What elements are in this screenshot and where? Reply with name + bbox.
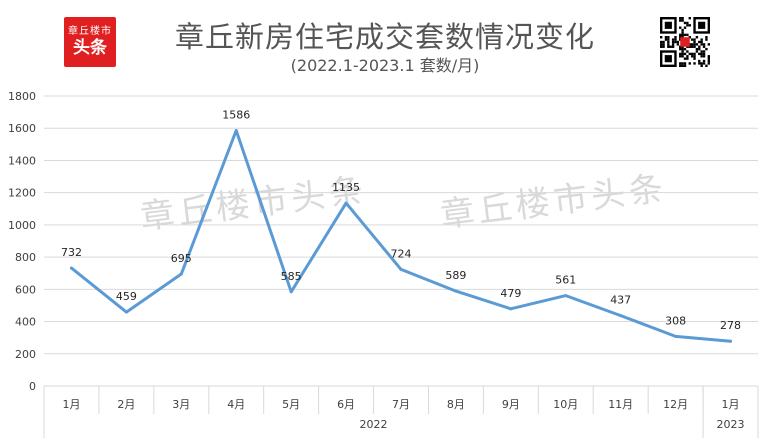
data-point <box>399 267 403 271</box>
data-label: 732 <box>61 246 82 259</box>
y-tick-label: 1000 <box>8 219 36 232</box>
x-tick-label: 2月 <box>117 398 135 411</box>
data-label: 724 <box>391 247 412 260</box>
x-tick-label: 4月 <box>227 398 245 411</box>
x-tick-label: 3月 <box>172 398 190 411</box>
x-tick-label: 5月 <box>282 398 300 411</box>
y-tick-label: 1200 <box>8 187 36 200</box>
logo-line2: 头条 <box>73 38 107 58</box>
x-tick-label: 9月 <box>502 398 520 411</box>
data-label: 278 <box>720 319 741 332</box>
y-tick-label: 1600 <box>8 122 36 135</box>
x-tick-label: 1月 <box>722 398 740 411</box>
data-label: 308 <box>665 314 686 327</box>
data-label: 1586 <box>222 108 250 121</box>
x-tick-label: 12月 <box>663 398 688 411</box>
qr-code-icon <box>660 17 710 67</box>
chart-subtitle: (2022.1-2023.1 套数/月) <box>290 56 480 75</box>
data-point <box>674 334 678 338</box>
data-point <box>454 289 458 293</box>
data-point <box>619 314 623 318</box>
y-tick-label: 1800 <box>8 90 36 103</box>
data-label: 561 <box>555 274 576 287</box>
data-label: 589 <box>445 269 466 282</box>
y-tick-label: 800 <box>15 251 36 264</box>
x-group-label: 2023 <box>717 418 745 431</box>
data-label: 695 <box>171 252 192 265</box>
data-point <box>124 310 128 314</box>
x-group-label: 2022 <box>360 418 388 431</box>
chart-title: 章丘新房住宅成交套数情况变化 <box>174 20 595 54</box>
x-tick-label: 11月 <box>608 398 633 411</box>
x-tick-label: 8月 <box>447 398 465 411</box>
data-label: 459 <box>116 290 137 303</box>
data-point <box>344 201 348 205</box>
data-point <box>179 272 183 276</box>
data-label: 1135 <box>332 181 360 194</box>
data-label: 479 <box>500 287 521 300</box>
series-line <box>70 129 732 343</box>
x-tick-label: 7月 <box>392 398 410 411</box>
data-label: 585 <box>281 270 302 283</box>
y-tick-label: 600 <box>15 283 36 296</box>
watermark: 章丘楼市头条 <box>438 168 669 235</box>
y-tick-label: 400 <box>15 316 36 329</box>
x-tick-label: 1月 <box>62 398 80 411</box>
logo-line1: 章丘楼市 <box>68 26 112 37</box>
x-tick-label: 10月 <box>553 398 578 411</box>
logo: 章丘楼市 头条 <box>64 17 116 67</box>
data-point <box>69 266 73 270</box>
data-point <box>289 290 293 294</box>
data-point <box>729 339 733 343</box>
data-point <box>234 128 238 132</box>
data-label: 437 <box>610 294 631 307</box>
y-tick-label: 0 <box>29 380 36 393</box>
data-point <box>564 294 568 298</box>
y-tick-label: 200 <box>15 348 36 361</box>
x-tick-label: 6月 <box>337 398 355 411</box>
y-tick-label: 1400 <box>8 154 36 167</box>
data-point <box>509 307 513 311</box>
